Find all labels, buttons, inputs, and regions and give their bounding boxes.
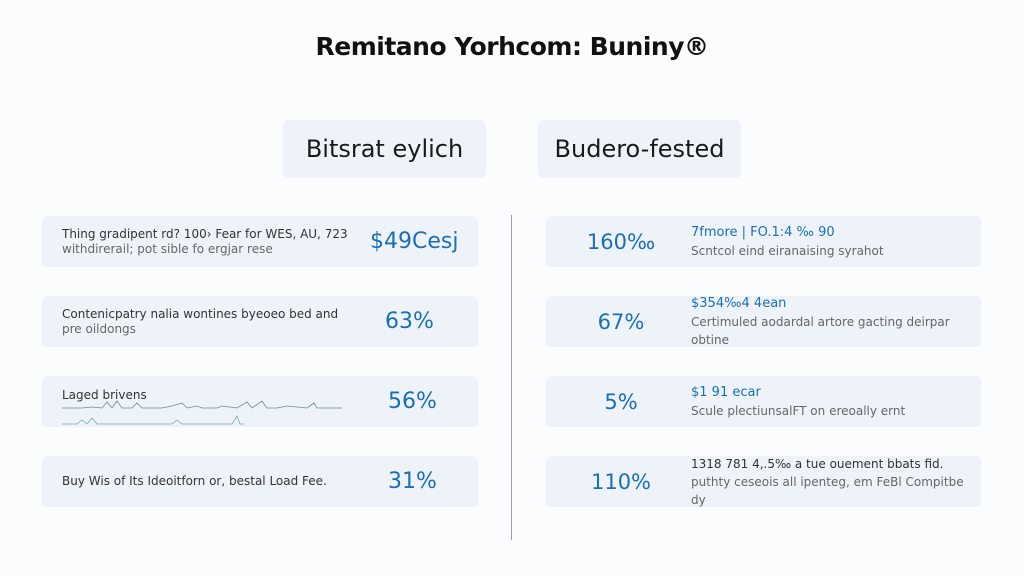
column-heading-left: Bitsrat eylich xyxy=(283,120,486,178)
row-subtext: Scntcol eind eiranaising syrahot xyxy=(691,243,884,258)
row-heading: $354‰4 4ean xyxy=(691,295,787,311)
right-row-3: 5% $1 91 ecar Scule plectiunsalFT on ereo… xyxy=(546,376,981,427)
row-value: 56% xyxy=(388,389,437,414)
row-subtext: Scule plectiunsalFT on ereoally ernt xyxy=(691,403,906,418)
right-row-1: 160‰ 7fmore | FO.1:4 ‰ 90 Scntcol eind ei… xyxy=(546,216,981,267)
row-subtext: Certimuled aodardal artore gacting deirp… xyxy=(691,314,950,347)
left-row-4: Buy Wis of Its Ideoitforn or, bestal Loa… xyxy=(42,456,478,507)
row-text: Thing gradipent rd? 100› Fear for WES, A… xyxy=(62,226,348,241)
row-value: 110% xyxy=(590,469,652,494)
row-value: 5% xyxy=(604,389,638,414)
right-row-2: 67% $354‰4 4ean Certimuled aodardal artor… xyxy=(546,296,981,347)
row-value: 31% xyxy=(388,469,437,494)
page-title: Remitano Yorhcom: Buniny® xyxy=(315,32,710,61)
row-subtext: puthty ceseois all ipenteg, em FeBl Comp… xyxy=(691,474,964,507)
right-row-4: 110% 1318 781 4,.5‰ a tue ouement bbats … xyxy=(546,456,981,507)
row-subtext: withdirerail; pot sible fo ergjar rese xyxy=(62,241,273,256)
row-heading: $1 91 ecar xyxy=(691,384,761,400)
column-heading-right: Budero-fested xyxy=(538,120,741,178)
row-value: 63% xyxy=(385,309,434,334)
left-row-1: Thing gradipent rd? 100› Fear for WES, A… xyxy=(42,216,478,267)
row-text: Laged brivens xyxy=(62,388,147,402)
row-value: $49Cesj xyxy=(370,229,459,254)
left-row-3: Laged brivens 56% xyxy=(42,376,478,427)
row-value: 67% xyxy=(597,309,645,334)
row-value: 160‰ xyxy=(586,229,656,254)
left-row-2: Contenicpatry nalia wontines byeoeo bed … xyxy=(42,296,478,347)
column-divider xyxy=(511,215,512,540)
row-heading: 7fmore | FO.1:4 ‰ 90 xyxy=(691,224,835,240)
row-heading: 1318 781 4,.5‰ a tue ouement bbats fid. xyxy=(691,456,944,471)
row-text: Buy Wis of Its Ideoitforn or, bestal Loa… xyxy=(62,474,327,488)
sparkline-graphic xyxy=(62,400,342,425)
row-text: Contenicpatry nalia wontines byeoeo bed … xyxy=(62,306,339,321)
row-subtext: pre oildongs xyxy=(62,321,136,336)
